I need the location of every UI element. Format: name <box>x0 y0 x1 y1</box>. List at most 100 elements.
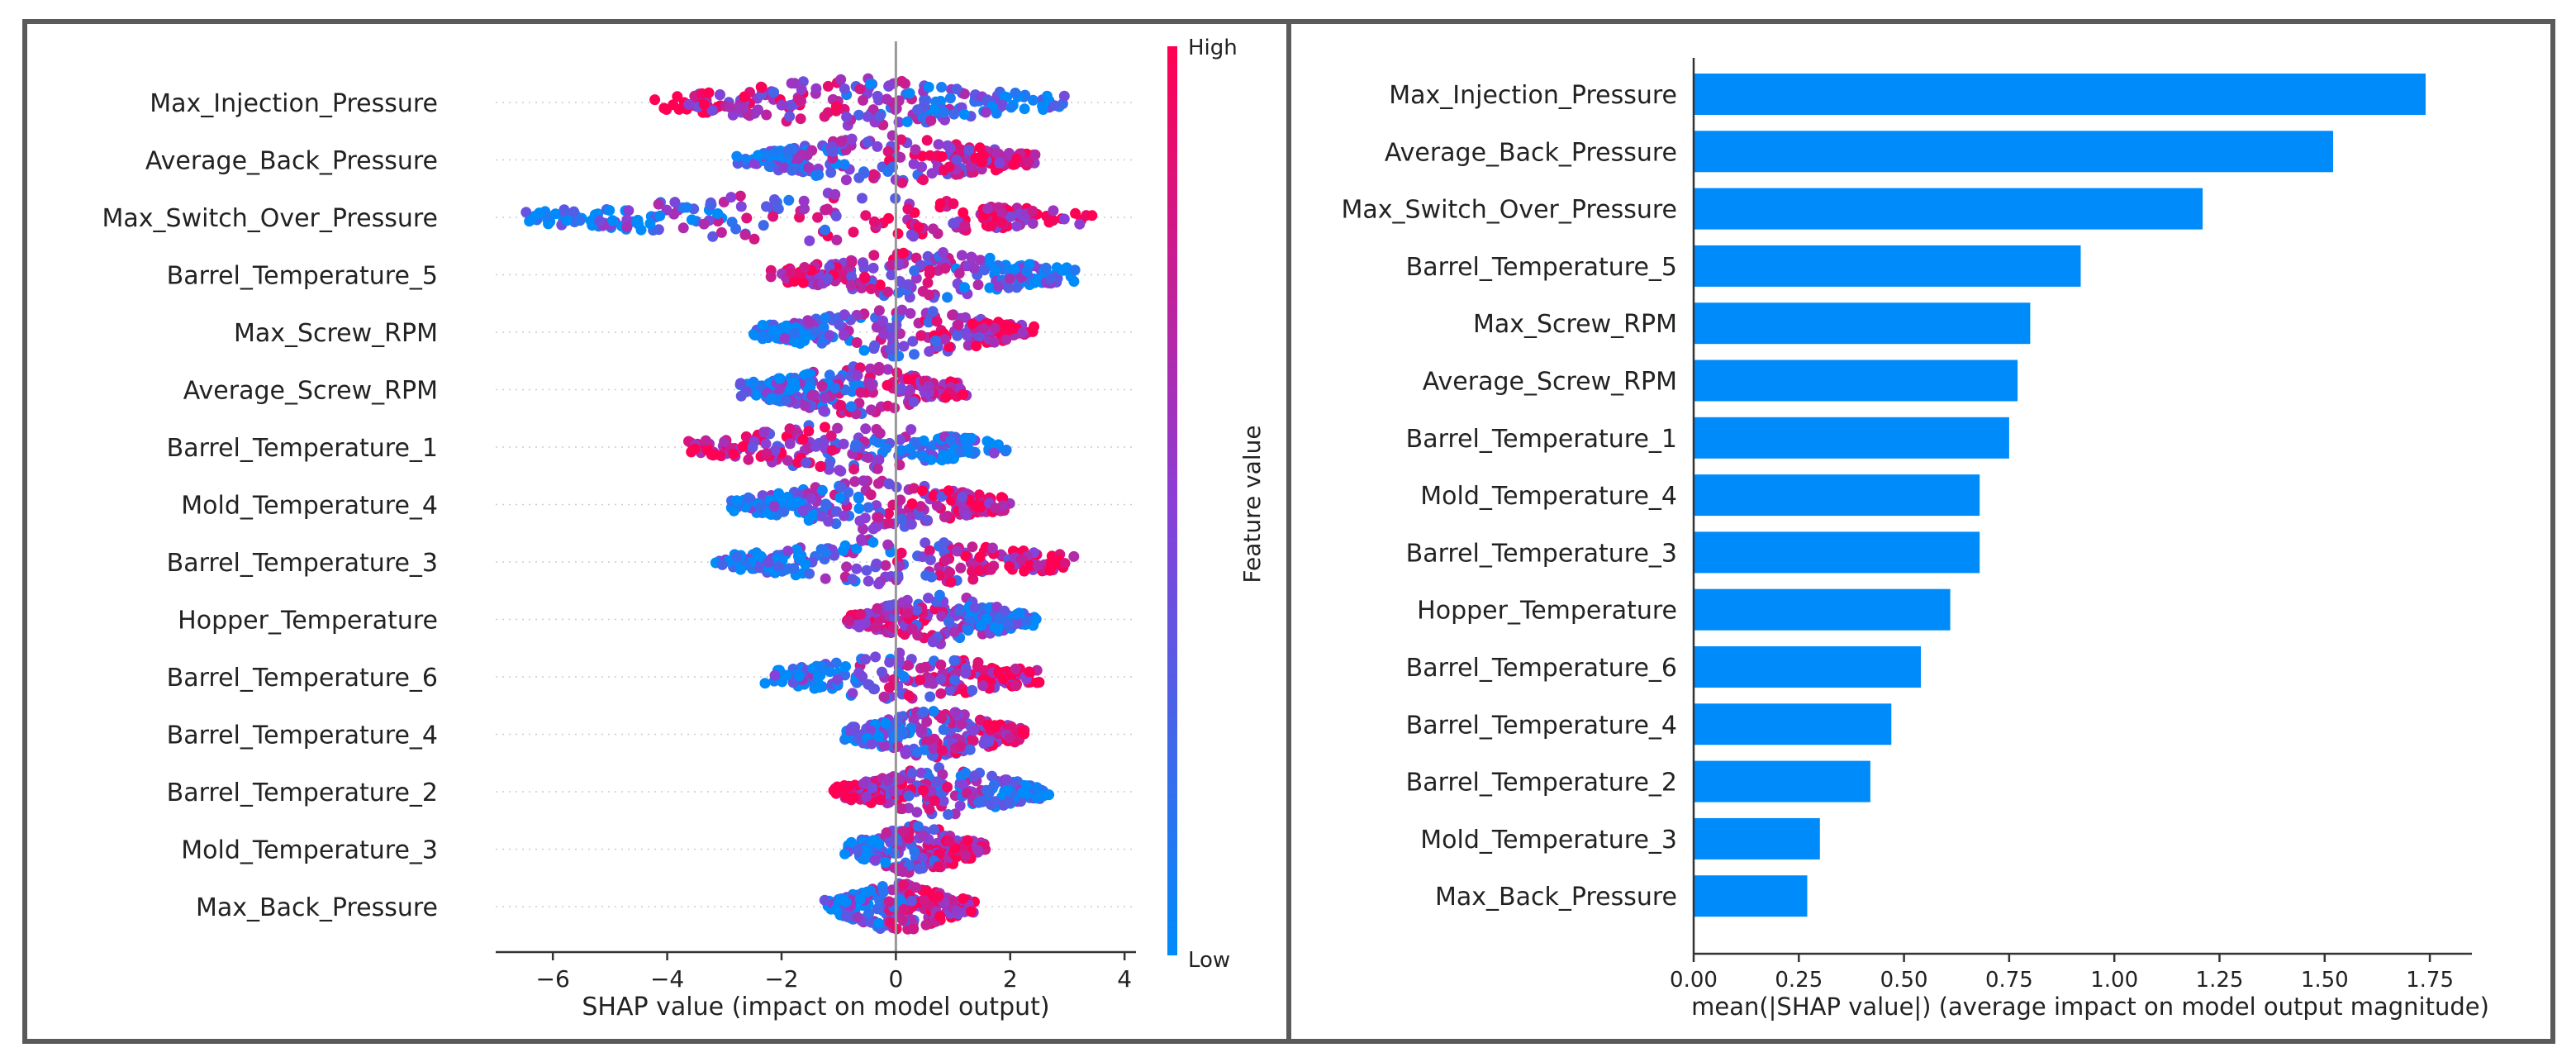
shap-dot <box>959 220 971 231</box>
shap-dot <box>912 104 924 116</box>
shap-dot <box>953 320 964 331</box>
shap-dot <box>830 101 842 112</box>
shap-dot <box>824 330 835 341</box>
shap-dot <box>918 707 929 717</box>
shap-dot <box>871 558 882 569</box>
shap-dot <box>1059 558 1071 569</box>
bar <box>1694 360 2018 402</box>
shap-dot <box>839 848 851 860</box>
shap-dot <box>836 136 847 147</box>
shap-dot <box>1017 725 1028 736</box>
shap-dot <box>768 87 780 98</box>
shap-dot <box>863 502 874 513</box>
shap-dot <box>917 852 929 864</box>
shap-dot <box>868 216 880 227</box>
shap-dot <box>1027 205 1038 217</box>
shap-dot <box>731 551 743 562</box>
shap-dot <box>954 605 966 617</box>
shap-dot <box>852 845 863 856</box>
shap-dot <box>964 744 976 755</box>
shap-dot <box>1029 149 1041 160</box>
shap-dot <box>828 785 839 796</box>
shap-dot <box>712 216 724 227</box>
shap-dot <box>900 78 910 89</box>
shap-dot <box>979 664 990 676</box>
shap-dot <box>761 201 772 212</box>
shap-dot <box>920 744 930 755</box>
shap-dot <box>881 827 892 839</box>
shap-dot <box>1048 100 1060 112</box>
bar-category-label: Mold_Temperature_3 <box>1420 826 1677 855</box>
shap-dot <box>944 684 956 696</box>
shap-dot <box>974 142 986 154</box>
shap-dot <box>761 448 772 460</box>
shap-dot <box>934 911 946 922</box>
shap-dot <box>960 668 972 679</box>
shap-dot <box>1009 264 1020 275</box>
shap-dot <box>812 671 824 683</box>
shap-dot <box>840 174 852 186</box>
shap-dot <box>918 435 929 446</box>
shap-dot <box>867 523 879 535</box>
shap-dot <box>939 164 950 176</box>
shap-dot <box>944 142 956 154</box>
shap-dot <box>882 145 894 157</box>
shap-dot <box>604 205 615 216</box>
feature-label: Average_Back_Pressure <box>145 147 438 176</box>
x-tick-label: 0.25 <box>1775 968 1823 993</box>
shap-dot <box>816 380 828 392</box>
shap-dot <box>929 795 940 807</box>
shap-dot <box>703 87 715 98</box>
shap-dot <box>939 263 951 274</box>
shap-dot <box>939 107 950 118</box>
shap-dot <box>983 736 995 747</box>
shap-dot <box>574 215 586 226</box>
x-tick-label: 0 <box>888 965 903 993</box>
shap-dot <box>872 140 883 152</box>
shap-dot <box>911 604 923 616</box>
shap-dot <box>838 894 849 906</box>
shap-dot <box>784 423 796 435</box>
shap-dot <box>872 602 883 614</box>
colorbar-low-label: Low <box>1188 948 1230 973</box>
beeswarm-x-axis-label: SHAP value (impact on model output) <box>582 993 1049 1022</box>
shap-dot <box>935 660 947 670</box>
shap-dot <box>903 690 915 702</box>
shap-dot <box>967 541 978 553</box>
shap-dot <box>829 550 840 561</box>
shap-dot <box>889 847 900 859</box>
shap-dot <box>845 279 857 291</box>
shap-dot <box>952 330 963 341</box>
shap-dot <box>816 511 828 522</box>
shap-dot <box>796 84 807 95</box>
shap-dot <box>841 112 853 122</box>
shap-dot <box>820 547 831 559</box>
shap-dot <box>838 438 849 450</box>
bar-feature-labels: Max_Injection_Pressure Average_Back_Press… <box>1342 81 1677 912</box>
shap-dot <box>768 211 779 222</box>
shap-dot <box>820 312 831 324</box>
shap-dot <box>865 885 877 897</box>
shap-dot <box>1058 213 1070 225</box>
shap-dot <box>820 224 831 236</box>
shap-dot <box>789 327 801 339</box>
shap-dot <box>1011 608 1023 620</box>
shap-dot <box>759 678 771 689</box>
shap-dot <box>917 286 929 297</box>
bar <box>1694 474 1980 517</box>
shap-dot <box>768 501 780 512</box>
shap-dot <box>789 275 800 287</box>
shap-dot <box>865 283 877 294</box>
shap-dot <box>847 688 858 699</box>
bar <box>1694 760 1870 802</box>
shap-dot <box>672 91 683 102</box>
shap-dot <box>931 316 943 327</box>
bar <box>1694 531 1980 574</box>
x-tick-label: 4 <box>1117 965 1132 993</box>
shap-dot <box>929 824 940 836</box>
shap-dot <box>846 271 858 283</box>
shap-dot <box>866 404 877 416</box>
shap-dot <box>978 322 990 334</box>
shap-dot <box>977 602 988 613</box>
